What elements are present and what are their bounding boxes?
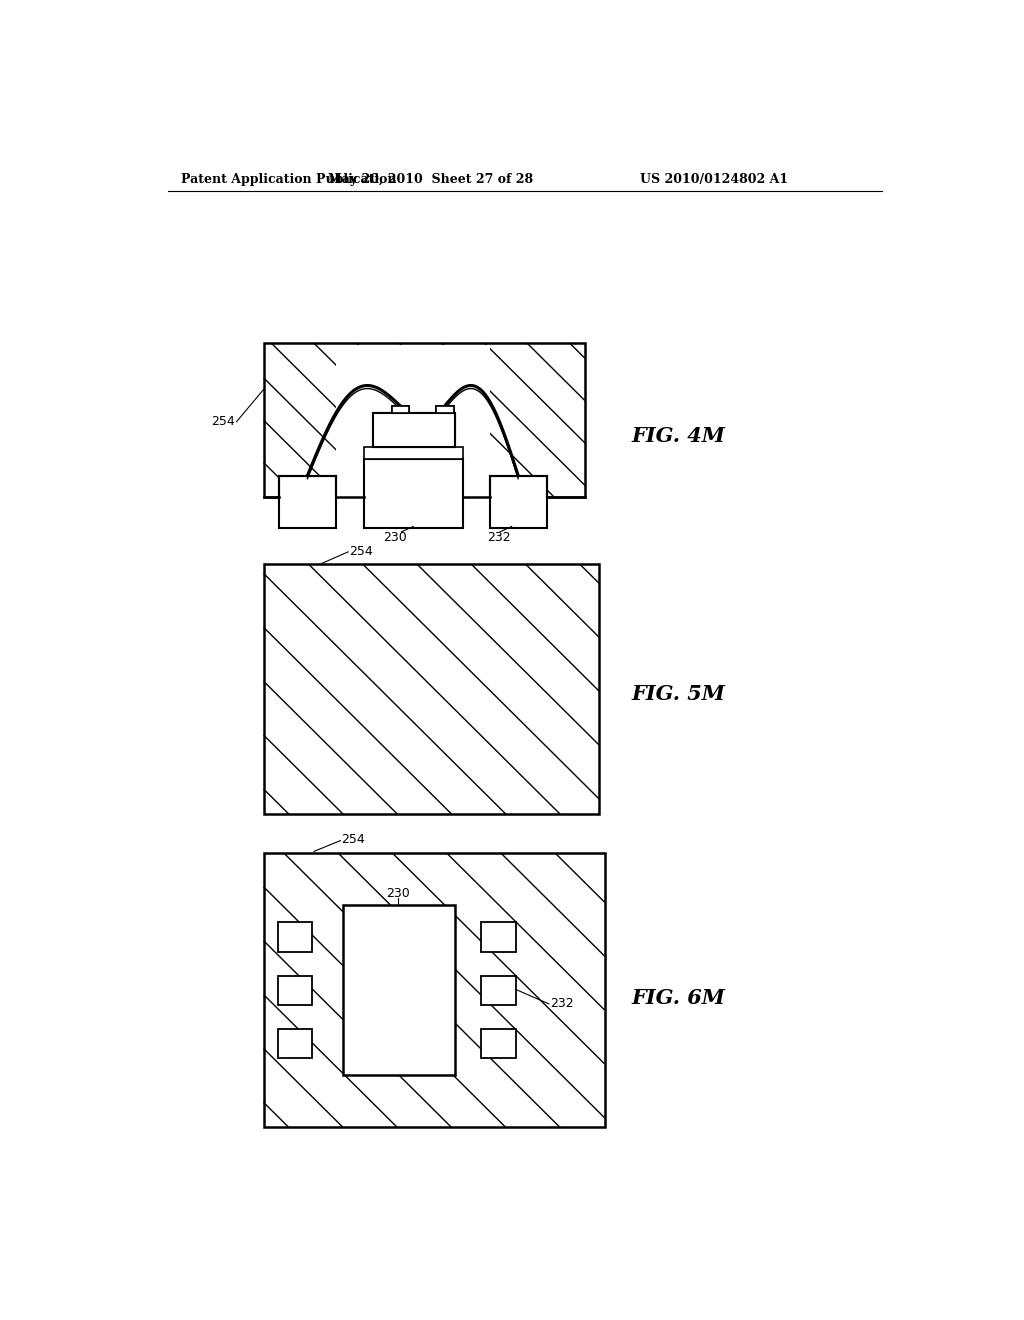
Bar (436, 405, 454, 412)
Bar (336, 345, 489, 498)
Bar (480, 1028, 515, 1057)
Bar (263, 564, 599, 814)
Bar (391, 405, 409, 412)
Bar (463, 475, 489, 528)
Text: 232: 232 (550, 998, 574, 1010)
Bar (489, 475, 547, 528)
Bar (436, 405, 454, 412)
Bar (365, 447, 463, 459)
Bar (391, 405, 409, 412)
Text: May 20, 2010  Sheet 27 of 28: May 20, 2010 Sheet 27 of 28 (328, 173, 532, 186)
Bar (373, 413, 455, 447)
Bar (280, 475, 336, 528)
Bar (343, 906, 455, 1074)
Text: Patent Application Publication: Patent Application Publication (180, 173, 396, 186)
Text: 254: 254 (349, 545, 373, 557)
Bar (365, 459, 463, 528)
Text: US 2010/0124802 A1: US 2010/0124802 A1 (640, 173, 787, 186)
Text: 232: 232 (486, 531, 510, 544)
Text: 254: 254 (341, 833, 365, 846)
Bar (480, 923, 515, 952)
Bar (373, 413, 455, 447)
Bar (278, 977, 312, 1006)
Text: 230: 230 (384, 531, 408, 544)
Bar (278, 923, 312, 952)
Bar (336, 475, 365, 528)
Text: FIG. 6M: FIG. 6M (632, 987, 726, 1007)
Bar (263, 343, 586, 498)
Text: FIG. 4M: FIG. 4M (632, 425, 726, 446)
Bar (278, 1028, 312, 1057)
Bar (263, 853, 604, 1127)
Text: 230: 230 (386, 887, 410, 900)
Text: 254: 254 (211, 416, 234, 428)
Bar (480, 977, 515, 1006)
Text: FIG. 5M: FIG. 5M (632, 684, 726, 704)
